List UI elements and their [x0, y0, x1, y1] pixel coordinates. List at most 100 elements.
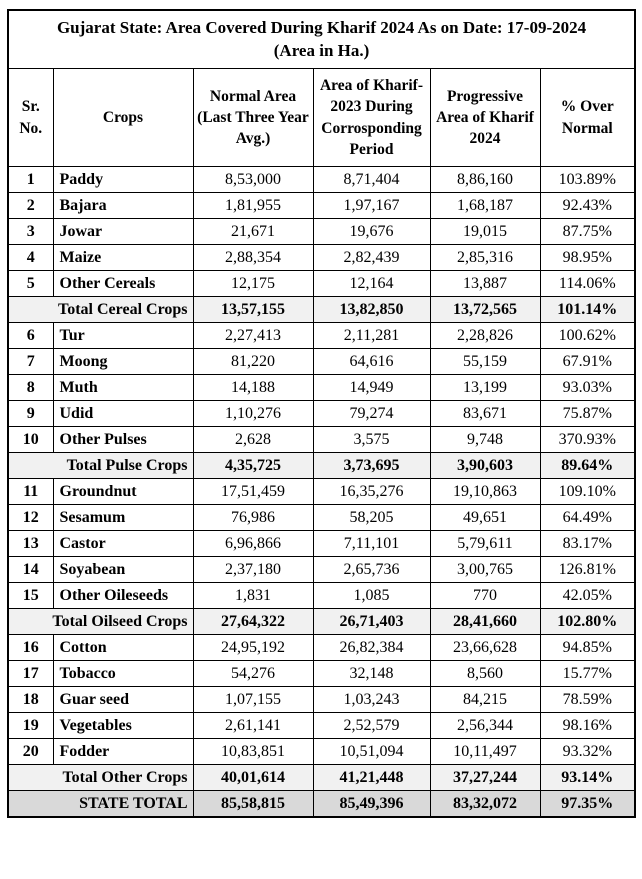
sr-no-cell: 9: [7, 400, 54, 428]
kharif-2024-cell: 37,27,244: [429, 764, 541, 792]
sr-no-cell: 16: [7, 634, 54, 662]
table-row: 17 Tobacco 54,276 32,148 8,560 15.77%: [7, 660, 636, 688]
kharif-2023-cell: 10,51,094: [312, 738, 431, 766]
normal-area-cell: 6,96,866: [192, 530, 314, 558]
pct-over-normal-cell: 42.05%: [539, 582, 636, 610]
header-row: Sr. No. Crops Normal Area (Last Three Ye…: [7, 67, 636, 168]
table-row: 14 Soyabean 2,37,180 2,65,736 3,00,765 1…: [7, 556, 636, 584]
kharif-2023-cell: 3,575: [312, 426, 431, 454]
pct-over-normal-cell: 101.14%: [539, 296, 636, 324]
normal-area-cell: 54,276: [192, 660, 314, 688]
sr-no-cell: 3: [7, 218, 54, 246]
sr-no-cell: 5: [7, 270, 54, 298]
col-header-kharif-2024: Progressive Area of Kharif 2024: [429, 67, 541, 168]
table-row: 13 Castor 6,96,866 7,11,101 5,79,611 83.…: [7, 530, 636, 558]
pct-over-normal-cell: 93.03%: [539, 374, 636, 402]
table-row: 11 Groundnut 17,51,459 16,35,276 19,10,8…: [7, 478, 636, 506]
sr-no-cell: 12: [7, 504, 54, 532]
col-header-kharif-2023: Area of Kharif-2023 During Corrosponding…: [312, 67, 431, 168]
table-row: 3 Jowar 21,671 19,676 19,015 87.75%: [7, 218, 636, 246]
kharif-2023-cell: 1,97,167: [312, 192, 431, 220]
kharif-2023-cell: 1,085: [312, 582, 431, 610]
kharif-2023-cell: 79,274: [312, 400, 431, 428]
kharif-2023-cell: 26,71,403: [312, 608, 431, 636]
crop-cell: Tur: [52, 322, 194, 350]
subtotal-row-other: Total Other Crops 40,01,614 41,21,448 37…: [7, 764, 636, 792]
kharif-2023-cell: 19,676: [312, 218, 431, 246]
normal-area-cell: 1,831: [192, 582, 314, 610]
normal-area-cell: 2,88,354: [192, 244, 314, 272]
sr-no-cell: 1: [7, 166, 54, 194]
crop-cell: Sesamum: [52, 504, 194, 532]
subtotal-label-cell: Total Pulse Crops: [7, 452, 194, 480]
normal-area-cell: 40,01,614: [192, 764, 314, 792]
table-row: 5 Other Cereals 12,175 12,164 13,887 114…: [7, 270, 636, 298]
normal-area-cell: 1,81,955: [192, 192, 314, 220]
pct-over-normal-cell: 64.49%: [539, 504, 636, 532]
sr-no-cell: 13: [7, 530, 54, 558]
kharif-2024-cell: 19,10,863: [429, 478, 541, 506]
subtotal-label-cell: Total Cereal Crops: [7, 296, 194, 324]
crop-cell: Other Pulses: [52, 426, 194, 454]
crop-cell: Jowar: [52, 218, 194, 246]
pct-over-normal-cell: 67.91%: [539, 348, 636, 376]
crop-cell: Udid: [52, 400, 194, 428]
crop-cell: Other Oileseeds: [52, 582, 194, 610]
subtotal-label-cell: Total Oilseed Crops: [7, 608, 194, 636]
normal-area-cell: 2,628: [192, 426, 314, 454]
table-row: 15 Other Oileseeds 1,831 1,085 770 42.05…: [7, 582, 636, 610]
table-row: 9 Udid 1,10,276 79,274 83,671 75.87%: [7, 400, 636, 428]
state-total-row: STATE TOTAL 85,58,815 85,49,396 83,32,07…: [7, 790, 636, 818]
normal-area-cell: 13,57,155: [192, 296, 314, 324]
kharif-2024-cell: 23,66,628: [429, 634, 541, 662]
col-header-sr-no: Sr. No.: [7, 67, 54, 168]
kharif-2024-cell: 9,748: [429, 426, 541, 454]
normal-area-cell: 4,35,725: [192, 452, 314, 480]
kharif-2024-cell: 55,159: [429, 348, 541, 376]
kharif-2023-cell: 14,949: [312, 374, 431, 402]
normal-area-cell: 85,58,815: [192, 790, 314, 818]
pct-over-normal-cell: 97.35%: [539, 790, 636, 818]
kharif-2023-cell: 2,82,439: [312, 244, 431, 272]
crop-cell: Groundnut: [52, 478, 194, 506]
kharif-area-table: Gujarat State: Area Covered During Khari…: [7, 9, 637, 818]
normal-area-cell: 76,986: [192, 504, 314, 532]
kharif-2024-cell: 8,86,160: [429, 166, 541, 194]
crop-cell: Moong: [52, 348, 194, 376]
subtotal-label-cell: Total Other Crops: [7, 764, 194, 792]
table-row: 6 Tur 2,27,413 2,11,281 2,28,826 100.62%: [7, 322, 636, 350]
kharif-2023-cell: 85,49,396: [312, 790, 431, 818]
sr-no-cell: 2: [7, 192, 54, 220]
pct-over-normal-cell: 83.17%: [539, 530, 636, 558]
sr-no-cell: 11: [7, 478, 54, 506]
sr-no-cell: 20: [7, 738, 54, 766]
sr-no-cell: 7: [7, 348, 54, 376]
kharif-2023-cell: 64,616: [312, 348, 431, 376]
crop-cell: Maize: [52, 244, 194, 272]
sr-no-cell: 18: [7, 686, 54, 714]
pct-over-normal-cell: 103.89%: [539, 166, 636, 194]
kharif-2023-cell: 12,164: [312, 270, 431, 298]
kharif-2024-cell: 84,215: [429, 686, 541, 714]
crop-cell: Other Cereals: [52, 270, 194, 298]
normal-area-cell: 24,95,192: [192, 634, 314, 662]
pct-over-normal-cell: 92.43%: [539, 192, 636, 220]
table-row: 16 Cotton 24,95,192 26,82,384 23,66,628 …: [7, 634, 636, 662]
normal-area-cell: 10,83,851: [192, 738, 314, 766]
pct-over-normal-cell: 100.62%: [539, 322, 636, 350]
normal-area-cell: 17,51,459: [192, 478, 314, 506]
kharif-2024-cell: 49,651: [429, 504, 541, 532]
subtotal-row-oilseed: Total Oilseed Crops 27,64,322 26,71,403 …: [7, 608, 636, 636]
crop-cell: Castor: [52, 530, 194, 558]
pct-over-normal-cell: 93.14%: [539, 764, 636, 792]
kharif-2024-cell: 2,28,826: [429, 322, 541, 350]
sr-no-cell: 17: [7, 660, 54, 688]
kharif-2024-cell: 13,199: [429, 374, 541, 402]
state-total-label-cell: STATE TOTAL: [7, 790, 194, 818]
title-line1: Gujarat State: Area Covered During Khari…: [56, 18, 587, 37]
kharif-2024-cell: 770: [429, 582, 541, 610]
kharif-2023-cell: 2,52,579: [312, 712, 431, 740]
kharif-2023-cell: 13,82,850: [312, 296, 431, 324]
normal-area-cell: 2,61,141: [192, 712, 314, 740]
crop-cell: Guar seed: [52, 686, 194, 714]
